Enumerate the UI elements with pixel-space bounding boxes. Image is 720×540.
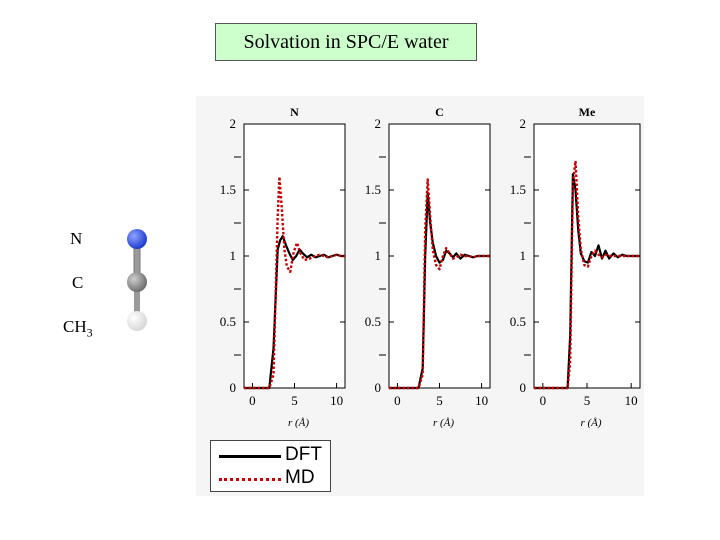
panel-title: Me [579, 105, 596, 119]
y-tick-label: 0.5 [220, 314, 236, 329]
legend-line-dft [219, 455, 281, 458]
x-tick-label: 10 [330, 393, 343, 408]
x-tick-label: 0 [394, 393, 401, 408]
series-line-md [389, 178, 490, 390]
x-tick-label: 5 [436, 393, 443, 408]
chart-panel-me: Me 0 0.5 1 1.5 2 0 5 10 r (Å) [510, 105, 641, 429]
panel-title: C [435, 105, 444, 119]
x-tick-label: 0 [540, 393, 547, 408]
legend-entry-md: MD [211, 467, 332, 489]
y-tick-label: 1 [520, 248, 527, 263]
x-axis-label: r (Å) [288, 417, 309, 429]
chart-panel-n: N 0 0.5 1 1.5 2 0 5 10 r (Å) [220, 105, 346, 429]
x-tick-label: 10 [625, 393, 638, 408]
atom-label-c: C [72, 273, 84, 292]
atom-ch3 [127, 311, 147, 331]
legend-label-md: MD [285, 467, 315, 488]
x-tick-label: 10 [475, 393, 488, 408]
atom-c [127, 272, 147, 292]
y-tick-label: 0.5 [365, 314, 381, 329]
y-tick-label: 0 [230, 380, 237, 395]
y-tick-label: 1 [375, 248, 382, 263]
series-line-md [534, 159, 640, 390]
y-tick-label: 2 [375, 116, 382, 131]
y-tick-label: 2 [230, 116, 237, 131]
atom-label-n: N [70, 229, 83, 248]
y-tick-label: 0 [375, 380, 382, 395]
x-axis-label: r (Å) [433, 417, 454, 429]
x-tick-label: 5 [291, 393, 298, 408]
y-tick-label: 1.5 [510, 182, 526, 197]
x-tick-label: 0 [249, 393, 256, 408]
y-tick-label: 1.5 [365, 182, 381, 197]
legend-label-dft: DFT [285, 444, 322, 465]
chart-panel-c: C 0 0.5 1 1.5 2 0 5 10 r (Å) [365, 105, 491, 429]
legend-entry-dft: DFT [211, 444, 332, 466]
y-tick-label: 1 [230, 248, 237, 263]
legend-line-md [219, 478, 281, 481]
plot-frame [388, 123, 491, 389]
y-tick-label: 2 [520, 116, 527, 131]
plot-frame [533, 123, 641, 389]
panel-title: N [290, 105, 299, 119]
y-tick-label: 0.5 [510, 314, 526, 329]
molecule-diagram: N C CH3 [55, 225, 165, 340]
atom-n [127, 229, 147, 249]
legend: DFT MD [210, 440, 331, 492]
molecule-svg [127, 229, 147, 331]
atom-label-ch3: CH3 [63, 317, 93, 340]
slide-title: Solvation in SPC/E water [215, 23, 477, 61]
x-axis-label: r (Å) [580, 417, 601, 429]
x-tick-label: 5 [584, 393, 591, 408]
y-tick-label: 1.5 [220, 182, 236, 197]
y-tick-label: 0 [520, 380, 527, 395]
series-line-md [244, 175, 345, 390]
